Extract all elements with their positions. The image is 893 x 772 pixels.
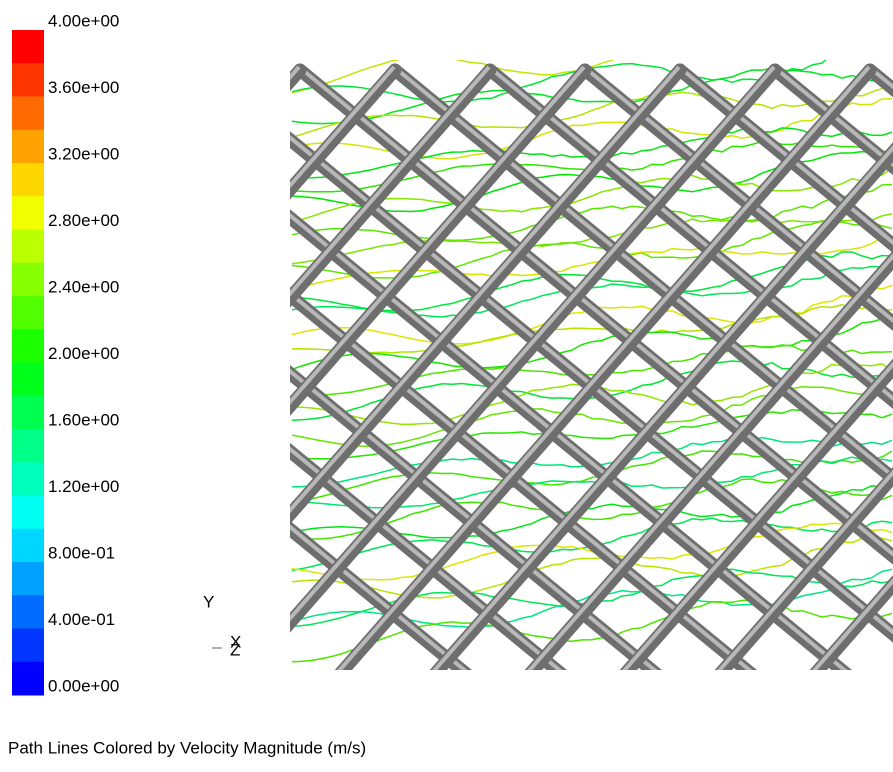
colorbar-band <box>12 662 44 696</box>
colorbar-band <box>12 63 44 97</box>
colorbar-label: 2.80e+00 <box>48 211 119 230</box>
colorbar <box>12 30 44 696</box>
colorbar-label: 0.00e+00 <box>48 676 119 695</box>
colorbar-band <box>12 230 44 264</box>
colorbar-band <box>12 196 44 230</box>
colorbar-label: 4.00e+00 <box>48 11 119 30</box>
colorbar-band <box>12 263 44 297</box>
colorbar-label: 1.60e+00 <box>48 410 119 429</box>
colorbar-band <box>12 30 44 64</box>
colorbar-label: 8.00e-01 <box>48 543 115 562</box>
colorbar-band <box>12 595 44 629</box>
caption: Path Lines Colored by Velocity Magnitude… <box>8 738 366 757</box>
colorbar-label: 3.20e+00 <box>48 144 119 163</box>
colorbar-labels: 4.00e+00 3.60e+00 3.20e+00 2.80e+00 2.40e+00… <box>48 11 119 695</box>
colorbar-band <box>12 629 44 663</box>
colorbar-band <box>12 396 44 430</box>
pipe-highlight <box>14 67 774 690</box>
colorbar-band <box>12 163 44 197</box>
colorbar-band <box>12 130 44 164</box>
colorbar-band <box>12 496 44 530</box>
pipe-highlight <box>109 67 869 690</box>
axis-y-label: Y <box>203 592 214 611</box>
colorbar-band <box>12 363 44 397</box>
pipe-highlight <box>0 67 299 767</box>
pipe <box>0 70 300 767</box>
colorbar-label: 4.00e-01 <box>48 610 115 629</box>
axis-z-label: Z <box>230 640 240 659</box>
colorbar-band <box>12 296 44 330</box>
viewport: 4.00e+00 3.60e+00 3.20e+00 2.80e+00 2.40e+00… <box>0 0 893 767</box>
colorbar-label: 3.60e+00 <box>48 78 119 97</box>
colorbar-band <box>12 529 44 563</box>
page: 4.00e+00 3.60e+00 3.20e+00 2.80e+00 2.40e+00… <box>0 0 893 767</box>
colorbar-label: 1.20e+00 <box>48 477 119 496</box>
colorbar-label: 2.00e+00 <box>48 344 119 363</box>
colorbar-band <box>12 429 44 463</box>
colorbar-band <box>12 462 44 496</box>
colorbar-band <box>12 562 44 596</box>
colorbar-label: 2.40e+00 <box>48 277 119 296</box>
scene <box>0 36 893 767</box>
colorbar-band <box>12 97 44 131</box>
colorbar-band <box>12 329 44 363</box>
